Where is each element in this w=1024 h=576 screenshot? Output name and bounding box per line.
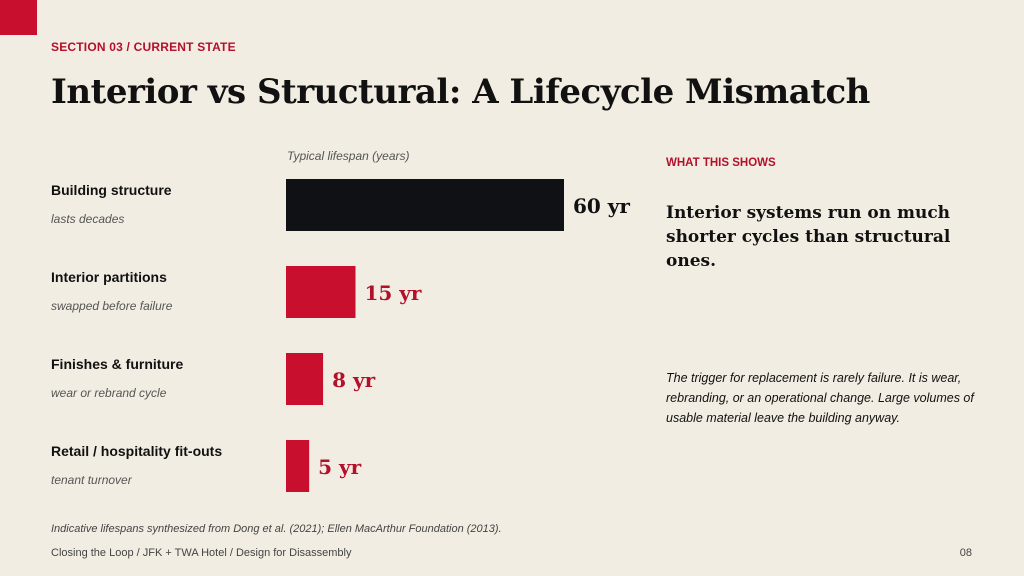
row-label-finishes-furniture: Finishes & furniture wear or rebrand cyc… <box>51 356 183 400</box>
page-title: Interior vs Structural: A Lifecycle Mism… <box>51 72 870 112</box>
footer-breadcrumb: Closing the Loop / JFK + TWA Hotel / Des… <box>51 547 352 559</box>
bar-2 <box>286 353 324 405</box>
row-label-interior-partitions: Interior partitions swapped before failu… <box>51 269 172 313</box>
category-subtitle: wear or rebrand cycle <box>51 386 167 400</box>
corner-accent-block <box>0 0 37 35</box>
bar-0 <box>286 179 564 231</box>
axis-caption: Typical lifespan (years) <box>287 149 410 163</box>
category-label: Building structure <box>51 182 172 198</box>
category-subtitle: tenant turnover <box>51 473 132 487</box>
category-subtitle: lasts decades <box>51 212 125 226</box>
section-label: SECTION 03 / CURRENT STATE <box>51 40 236 54</box>
bar-3 <box>286 440 310 492</box>
category-subtitle: swapped before failure <box>51 299 173 313</box>
side-panel-heading: WHAT THIS SHOWS <box>666 157 776 169</box>
side-panel-lead: Interior systems run on much shorter cyc… <box>666 203 951 271</box>
bar-value-label: 5 yr <box>318 455 362 479</box>
source-note: Indicative lifespans synthesized from Do… <box>51 523 502 535</box>
lifespan-bar-chart: 60 yr 15 yr 8 yr 5 yr <box>286 179 630 492</box>
bar-value-label: 60 yr <box>573 194 630 218</box>
category-label: Finishes & furniture <box>51 356 184 372</box>
bar-value-label: 8 yr <box>332 368 376 392</box>
side-panel-body: The trigger for replacement is rarely fa… <box>666 371 974 425</box>
bar-1 <box>286 266 356 318</box>
row-label-building-structure: Building structure lasts decades <box>51 182 172 226</box>
bar-value-label: 15 yr <box>365 281 422 305</box>
category-label: Interior partitions <box>51 269 167 285</box>
page-number: 08 <box>959 547 972 559</box>
category-label: Retail / hospitality fit-outs <box>51 443 223 459</box>
row-label-retail-fitouts: Retail / hospitality fit-outs tenant tur… <box>51 443 222 487</box>
